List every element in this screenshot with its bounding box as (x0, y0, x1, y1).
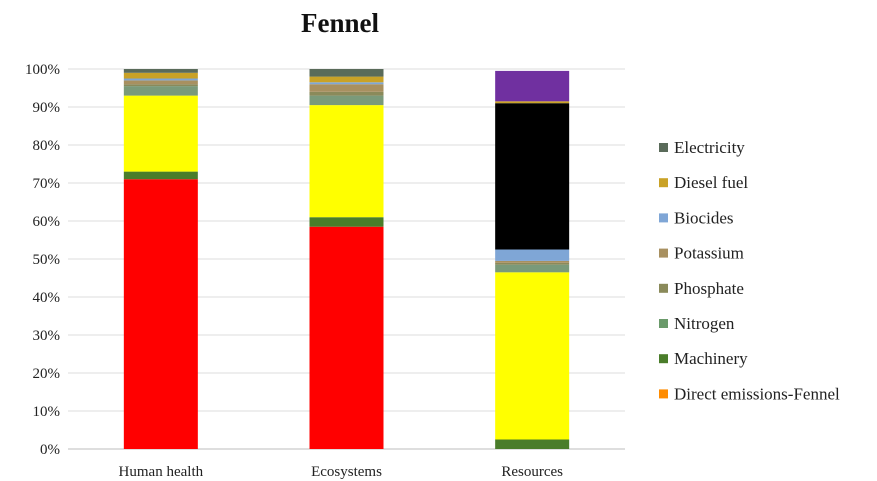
legend-swatch (659, 283, 668, 293)
legend-swatch (659, 389, 668, 399)
y-tick-label: 20% (33, 366, 61, 382)
bar-segment (309, 105, 384, 218)
legend-swatch (659, 143, 668, 152)
legend-label: Electricity (674, 138, 745, 157)
x-category-label: Ecosystems (311, 464, 382, 480)
bar-segment (309, 226, 384, 449)
bar-segment (495, 272, 570, 440)
bar-segment (123, 171, 198, 180)
bar-segment (495, 249, 570, 261)
legend-label: Direct emissions-Fennel (674, 384, 840, 403)
bar-segment (309, 69, 384, 77)
bar-segment (495, 70, 570, 102)
legend-label: Biocides (674, 208, 734, 227)
y-tick-label: 60% (33, 214, 61, 230)
bar-segment (309, 91, 384, 96)
legend-swatch (659, 354, 668, 364)
y-axis-ticks: 0% 10% 20% 30% 40% 50% 60% 70% 80% 90% 100% (25, 62, 60, 458)
y-tick-label: 30% (33, 328, 61, 344)
x-axis-categories: Human health Ecosystems Resources (119, 464, 564, 480)
bar-segment (495, 260, 570, 263)
bars (123, 69, 570, 449)
y-tick-label: 50% (33, 252, 61, 268)
legend-label: Diesel fuel (674, 173, 748, 192)
bar-segment (309, 84, 384, 92)
bar-segment (123, 80, 198, 85)
y-tick-label: 10% (33, 404, 61, 420)
bar-segment (123, 78, 198, 81)
bar-segment (495, 101, 570, 104)
bar-segment (123, 69, 198, 73)
bar-segment (123, 72, 198, 79)
x-category-label: Resources (501, 464, 563, 480)
bar-segment (495, 264, 570, 273)
bar-segment (309, 217, 384, 227)
bar-segment (309, 76, 384, 83)
legend-label: Phosphate (674, 279, 744, 298)
y-tick-label: 70% (33, 176, 61, 192)
bar-segment (123, 179, 198, 449)
legend-swatch (659, 248, 668, 258)
bar-segment (309, 95, 384, 106)
y-tick-label: 90% (33, 100, 61, 116)
bar-segment (495, 439, 570, 449)
y-tick-label: 0% (40, 442, 60, 458)
chart-title: Fennel (301, 8, 379, 38)
y-tick-label: 100% (25, 62, 60, 78)
bar-segment (495, 262, 570, 265)
legend-swatch (659, 319, 668, 328)
legend-swatch (659, 213, 668, 223)
legend-label: Nitrogen (674, 314, 735, 333)
y-tick-label: 80% (33, 138, 61, 154)
bar-segment (309, 82, 384, 85)
y-tick-label: 40% (33, 290, 61, 306)
bar-segment (123, 95, 198, 172)
legend-label: Machinery (674, 349, 748, 368)
bar-segment (495, 103, 570, 250)
x-category-label: Human health (119, 464, 204, 480)
legend-label: Potassium (674, 244, 744, 263)
legend-swatch (659, 178, 668, 188)
legend: Electricity Diesel fuel Biocides Potassium P… (659, 138, 840, 403)
bar-segment (123, 84, 198, 87)
bar-segment (123, 86, 198, 96)
